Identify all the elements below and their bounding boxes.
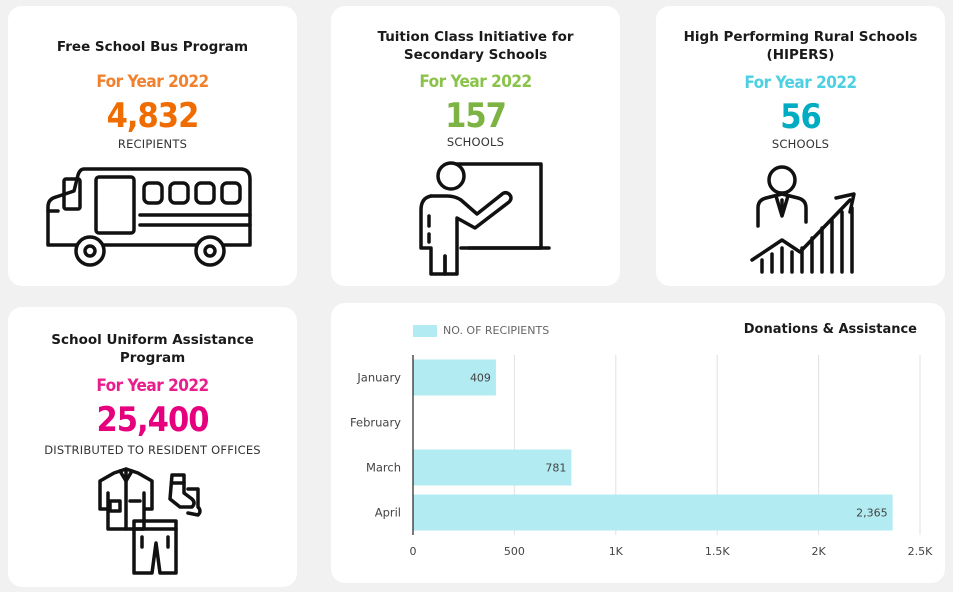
card-value: 56 (780, 97, 822, 137)
card-unit: SCHOOLS (771, 137, 830, 151)
card-title-line2: Program (119, 350, 186, 366)
card-year: For Year 2022 (96, 72, 209, 92)
bar (413, 494, 893, 531)
card-title-line2: (HIPERS) (766, 47, 835, 63)
category-label: March (366, 461, 401, 475)
x-tick-label: 1.5K (705, 545, 730, 558)
donations-chart-card: 0 500 1K 1.5K 2K 2.5K January 409 February March 7… (331, 303, 945, 583)
card-value: 157 (445, 96, 507, 136)
card-unit: DISTRIBUTED TO RESIDENT OFFICES (44, 443, 261, 457)
card-year: For Year 2022 (96, 376, 209, 396)
category-label: February (350, 416, 401, 430)
chart-title: Donations & Assistance (743, 322, 917, 337)
card-title-line2: Secondary Schools (403, 47, 548, 63)
card-value: 25,400 (96, 400, 209, 440)
legend-swatch (413, 324, 437, 337)
bar (413, 449, 572, 486)
x-tick-label: 1K (609, 545, 624, 558)
card-unit: RECIPIENTS (117, 137, 188, 151)
x-tick-label: 500 (504, 545, 525, 558)
x-tick-label: 2K (811, 545, 826, 558)
card-title: Free School Bus Program (56, 39, 249, 55)
legend-label: NO. OF RECIPIENTS (443, 324, 550, 337)
data-label: 2,365 (856, 507, 888, 520)
card-year: For Year 2022 (419, 72, 532, 92)
school-bus-icon (44, 161, 254, 271)
growth-chart-person-icon (750, 164, 862, 276)
x-tick-label: 0 (410, 545, 417, 558)
data-label: 409 (470, 372, 491, 385)
teacher-board-icon (417, 156, 553, 278)
card-title-line1: School Uniform Assistance (51, 332, 254, 348)
data-label: 781 (545, 462, 566, 475)
category-label: January (356, 371, 401, 385)
hipers-card: High Performing Rural Schools (HIPERS) F… (656, 6, 945, 286)
uniform-clothes-icon (96, 467, 208, 577)
chart-legend: NO. OF RECIPIENTS (413, 324, 549, 337)
uniform-assistance-card: School Uniform Assistance Program For Ye… (8, 307, 297, 587)
bar (413, 359, 496, 396)
card-unit: SCHOOLS (446, 135, 505, 149)
bus-program-card: Free School Bus Program For Year 2022 4,… (8, 6, 297, 286)
card-year: For Year 2022 (744, 73, 857, 93)
card-value: 4,832 (106, 96, 200, 136)
bar-chart: 0 500 1K 1.5K 2K 2.5K January 409 February March 7… (350, 355, 933, 558)
category-label: April (375, 506, 401, 520)
card-title-line1: High Performing Rural Schools (683, 29, 918, 45)
tuition-class-card: Tuition Class Initiative for Secondary S… (331, 6, 620, 286)
x-tick-label: 2.5K (908, 545, 933, 558)
card-title-line1: Tuition Class Initiative for (377, 29, 574, 45)
